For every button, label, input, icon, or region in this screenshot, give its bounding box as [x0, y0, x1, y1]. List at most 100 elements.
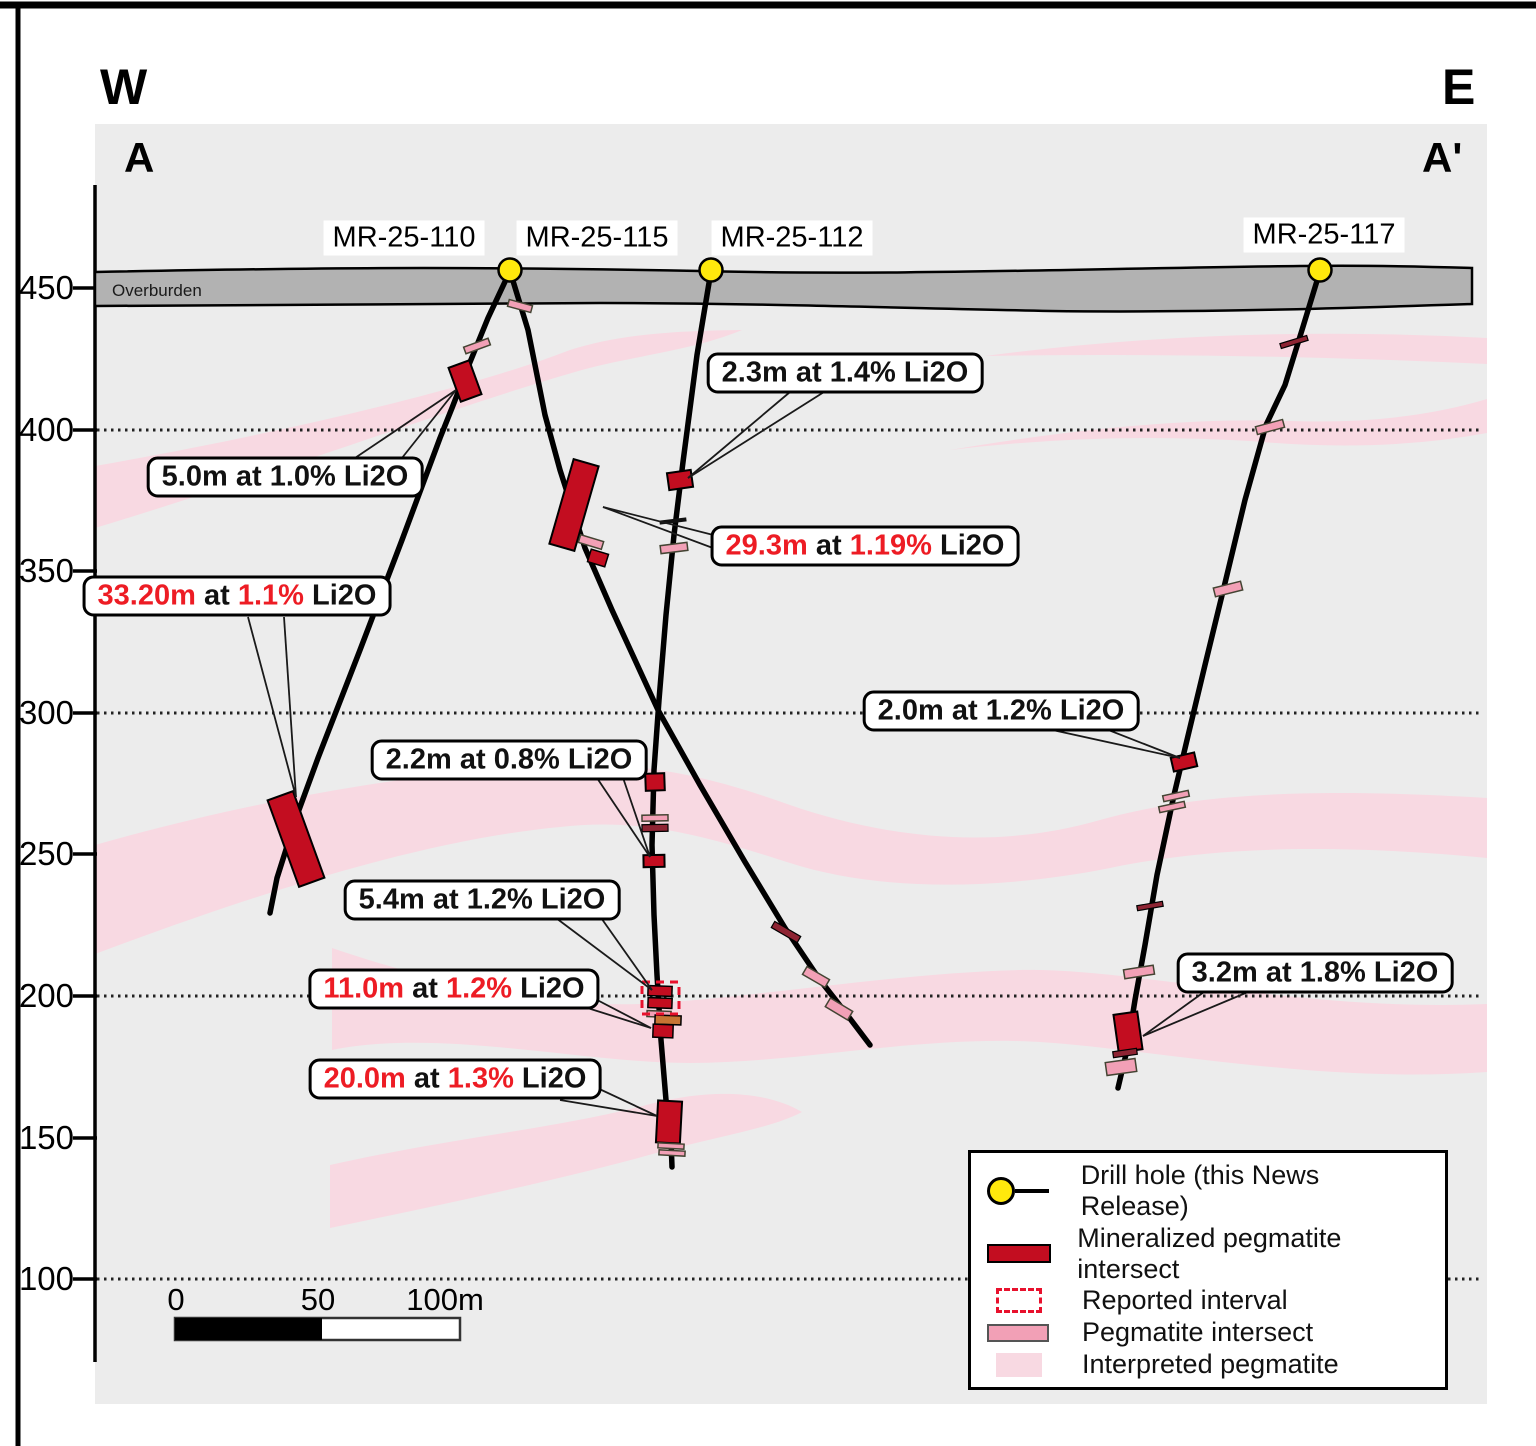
intersects-MR-25-115 — [506, 298, 854, 1022]
collar-MR-25-112 — [698, 257, 724, 283]
collar-MR-25-110-115 — [497, 257, 523, 283]
maroon-intersect-bar — [641, 823, 669, 833]
maroon-intersect-bar — [770, 920, 802, 944]
pegmatite-intersect-bar — [641, 814, 669, 822]
legend-item-interpreted: Interpreted pegmatite — [987, 1349, 1429, 1380]
axis-tick-label: 400 — [18, 410, 74, 448]
trace-MR-25-117 — [1115, 268, 1323, 1091]
axis-tick-label: 250 — [18, 835, 74, 873]
assay-callout: 3.2m at 1.8% Li2O — [1176, 952, 1454, 994]
interpreted-pegmatite-bands — [95, 330, 1487, 1228]
pegmatite-swatch-icon — [987, 1323, 1067, 1342]
scale-label-50: 50 — [300, 1282, 336, 1317]
mineralized-intersect-bar — [1112, 1010, 1144, 1054]
assay-callout: 11.0m at 1.2% Li2O — [308, 968, 600, 1010]
interpreted-pegmatite-band — [95, 764, 1487, 954]
mineralized-intersect-bar — [447, 359, 483, 403]
pegmatite-intersect-bar — [824, 996, 854, 1022]
assay-callout: 2.3m at 1.4% Li2O — [706, 352, 984, 394]
legend-item-pegmatite: Pegmatite intersect — [987, 1317, 1429, 1348]
hole-label-MR-25-110: MR-25-110 — [323, 220, 485, 256]
section-end-label: A' — [1422, 134, 1463, 181]
pegmatite-intersect-bar — [1104, 1057, 1138, 1077]
reported-interval-icon — [987, 1288, 1067, 1314]
interpreted-pegmatite-band — [330, 1093, 802, 1228]
orange-intersect-bar — [654, 1014, 682, 1026]
pegmatite-intersect-bar — [577, 533, 605, 551]
section-start-label: A — [124, 134, 155, 181]
assay-callout: 5.4m at 1.2% Li2O — [343, 879, 621, 921]
legend-label: Drill hole (this News Release) — [1080, 1159, 1320, 1221]
legend-label: Reported interval — [1082, 1285, 1288, 1316]
drill-hole-icon — [987, 1176, 1066, 1205]
overburden-band — [93, 264, 1474, 313]
scale-bar-filled-half — [175, 1318, 322, 1340]
drill-collars — [497, 257, 1333, 283]
mineralized-intersect-bar — [654, 1099, 684, 1145]
callout-leaders — [247, 389, 1249, 1117]
mineralized-intersect-bar — [647, 996, 673, 1010]
scale-bar — [173, 1316, 462, 1342]
mineralized-intersect-bar — [652, 1023, 674, 1039]
intersects-MR-25-117 — [1104, 334, 1309, 1077]
interpreted-pegmatite-band — [985, 333, 1487, 364]
mineralized-swatch-icon — [987, 1244, 1062, 1264]
hole-label-MR-25-115: MR-25-115 — [516, 220, 678, 256]
mineralized-intersect-bar — [548, 457, 600, 553]
hole-label-MR-25-112: MR-25-112 — [711, 220, 873, 256]
interpreted-swatch-icon — [987, 1352, 1067, 1377]
pegmatite-intersect-bar — [1161, 789, 1191, 803]
pegmatite-intersect-bar — [1212, 580, 1244, 598]
legend-item-reported: Reported interval — [987, 1285, 1429, 1316]
pegmatite-intersect-bar — [657, 1142, 685, 1150]
legend-label: Mineralized pegmatite intersect — [1077, 1222, 1342, 1284]
pegmatite-intersect-bar — [658, 1149, 686, 1157]
intersects-MR-25-112 — [640, 468, 695, 1157]
mineralized-intersect-bar — [644, 772, 666, 792]
maroon-intersect-bar — [1136, 900, 1164, 912]
assay-callout: 29.3m at 1.19% Li2O — [710, 525, 1020, 567]
legend-label: Pegmatite intersect — [1082, 1317, 1314, 1348]
axis-tick-label: 200 — [18, 977, 74, 1014]
intersects-MR-25-110 — [266, 337, 492, 889]
reported-interval-box — [640, 980, 681, 1016]
maroon-intersect-bar — [1279, 334, 1309, 350]
axis-tick-label: 150 — [18, 1118, 74, 1156]
axis-tick-label: 100 — [18, 1260, 74, 1298]
pegmatite-intersect-bar — [462, 337, 492, 355]
west-label: W — [100, 59, 148, 115]
axis-tick-label: 350 — [18, 552, 74, 590]
mineralized-intersect-bar — [586, 548, 610, 568]
assay-callout: 20.0m at 1.3% Li2O — [308, 1058, 602, 1100]
pegmatite-intersect-bar — [1122, 964, 1156, 980]
assay-callout: 2.2m at 0.8% Li2O — [370, 739, 648, 781]
overburden-label: Overburden — [112, 281, 202, 300]
pegmatite-intersect-bar — [1157, 800, 1187, 814]
axis-tick-label: 450 — [18, 269, 74, 306]
interpreted-pegmatite-band — [332, 948, 1487, 1075]
legend-item-mineralized: Mineralized pegmatite intersect — [987, 1223, 1429, 1285]
scale-label-100m: 100m — [406, 1282, 484, 1317]
pegmatite-intersect-bar — [506, 298, 534, 314]
pegmatite-intersect-bar — [659, 541, 689, 555]
maroon-intersect-bar — [1112, 1047, 1138, 1059]
axis-tick-label: 300 — [18, 693, 74, 731]
east-label: E — [1442, 59, 1476, 115]
mineralized-intersect-bar — [665, 468, 695, 492]
mineralized-intersect-bar — [642, 853, 666, 869]
legend-item-drill-hole: Drill hole (this News Release) — [987, 1160, 1429, 1222]
hole-label-MR-25-117: MR-25-117 — [1243, 217, 1405, 253]
scale-label-0: 0 — [167, 1282, 185, 1317]
pegmatite-intersect-bar — [801, 965, 831, 989]
elevation-axis — [73, 185, 97, 1362]
collar-MR-25-117 — [1307, 257, 1333, 283]
pegmatite-intersect-bar — [1254, 418, 1286, 436]
mineralized-intersect-bar — [647, 984, 673, 998]
interpreted-pegmatite-band — [950, 399, 1487, 450]
assay-callout: 2.0m at 1.2% Li2O — [862, 690, 1140, 732]
assay-callout: 5.0m at 1.0% Li2O — [146, 456, 424, 498]
assay-callout: 33.20m at 1.1% Li2O — [82, 575, 392, 617]
legend-box: Drill hole (this News Release) Mineraliz… — [968, 1150, 1448, 1390]
